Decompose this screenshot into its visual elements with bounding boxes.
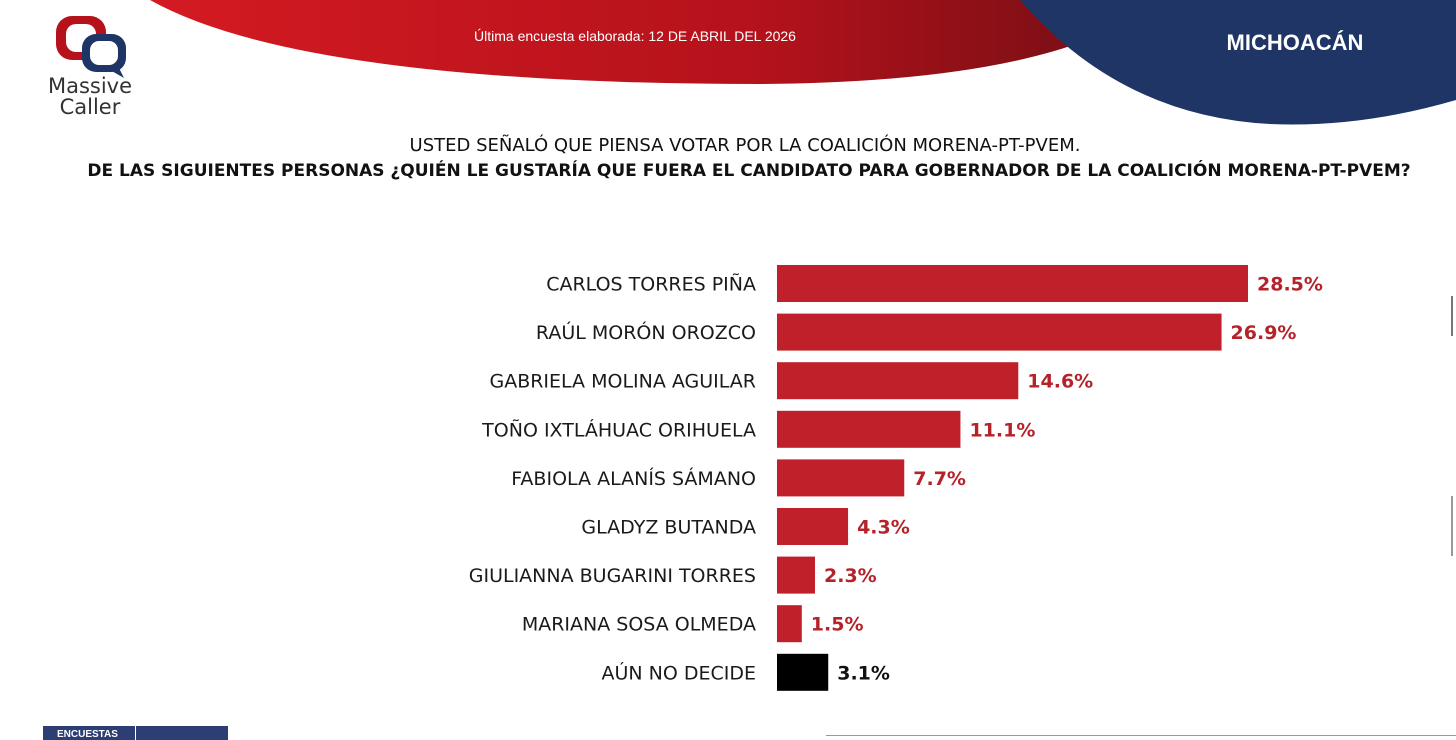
footer-badge-label: ENCUESTAS [57,729,118,740]
question-intro: USTED SEÑALÓ QUE PIENSA VOTAR POR LA COA… [409,135,1081,156]
bar-value-label: 1.5% [811,614,864,636]
bar-label: GIULIANNA BUGARINI TORRES [469,565,756,587]
logo-wordmark-line2: Caller [59,95,121,119]
bar-label: AÚN NO DECIDE [601,660,756,684]
bar-value-label: 2.3% [824,565,877,587]
footer-divider [826,735,1456,736]
bar-value-label: 7.7% [913,468,966,490]
bar-value-label: 14.6% [1027,371,1093,393]
bar-label: FABIOLA ALANÍS SÁMANO [511,467,756,490]
bar [777,313,1222,351]
logo-wordmark-line1: Massive [47,74,133,98]
banner-navy-shape [1020,0,1456,125]
footer-badge: ENCUESTAS [43,726,228,740]
bar [777,653,829,691]
banner-red-shape [150,0,1160,84]
bar-value-label: 26.9% [1231,322,1297,344]
bar-value-label: 28.5% [1257,274,1323,296]
bar-label: GABRIELA MOLINA AGUILAR [489,371,756,393]
bar [777,459,905,497]
bar [777,508,849,545]
bar [777,362,1019,400]
footer-badge-divider [135,726,136,740]
bar-value-label: 11.1% [969,419,1035,441]
region-title: MICHOACÁN [1226,30,1364,55]
bar-value-label: 4.3% [857,517,910,539]
survey-date: Última encuesta elaborada: 12 DE ABRIL D… [474,28,796,44]
question-title: DE LAS SIGUIENTES PERSONAS ¿QUIÉN LE GUS… [87,161,1411,181]
bar [777,556,816,594]
bar [777,265,1248,302]
bar-label: RAÚL MORÓN OROZCO [536,320,756,344]
header-banner [150,0,1456,125]
bar-label: MARIANA SOSA OLMEDA [522,614,756,636]
bar [777,605,802,643]
speech-bubbles-logo-icon [56,16,126,78]
bar-label: TOÑO IXTLÁHUAC ORIHUELA [481,418,756,441]
bar-value-label: 3.1% [837,662,890,684]
bar [777,410,961,448]
bar-label: GLADYZ BUTANDA [581,517,756,539]
bar-label: CARLOS TORRES PIÑA [546,273,756,296]
edge-watermark [1451,296,1453,556]
